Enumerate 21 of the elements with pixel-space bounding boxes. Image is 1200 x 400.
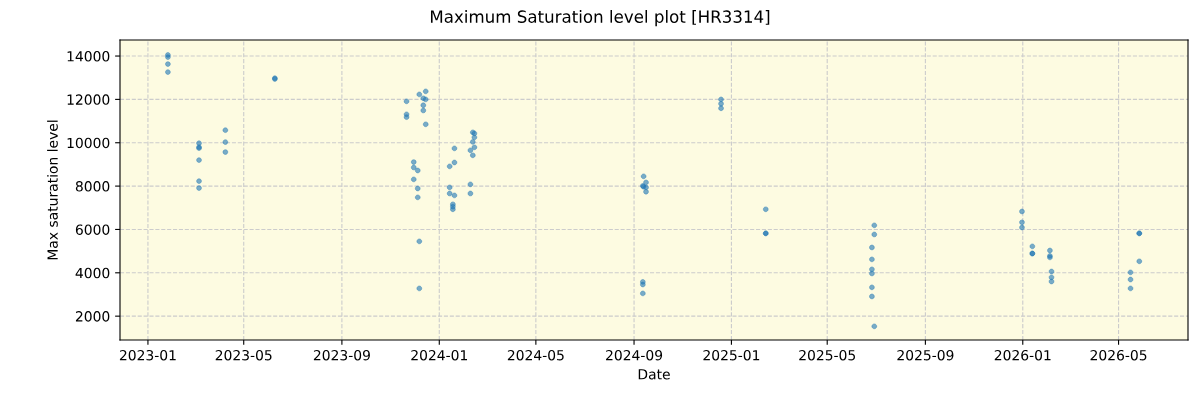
x-tick-label: 2023-01	[119, 349, 176, 361]
x-tick-label: 2024-01	[411, 349, 468, 361]
y-tick-label: 6000	[75, 224, 110, 235]
y-tick-label: 14000	[67, 51, 110, 62]
x-tick-label: 2024-09	[606, 349, 663, 361]
x-tick-label: 2026-01	[994, 349, 1051, 361]
y-axis-title: Max saturation level	[47, 120, 58, 260]
x-tick-label: 2026-05	[1090, 349, 1147, 361]
x-tick-label: 2024-05	[507, 349, 564, 361]
y-tick-label: 8000	[75, 181, 110, 192]
x-tick-label: 2023-09	[313, 349, 370, 361]
y-tick-label: 10000	[67, 137, 110, 149]
x-tick-label: 2023-05	[215, 349, 272, 361]
y-tick-label: 4000	[75, 267, 110, 279]
x-tick-label: 2025-01	[703, 349, 760, 361]
x-axis-title: Date	[638, 369, 670, 380]
chart-title: Maximum Saturation level plot [HR3314]	[430, 10, 770, 27]
y-tick-label: 2000	[75, 311, 110, 322]
x-tick-label: 2025-09	[897, 349, 954, 361]
y-tick-label: 12000	[67, 94, 110, 105]
x-tick-label: 2025-05	[799, 349, 856, 361]
